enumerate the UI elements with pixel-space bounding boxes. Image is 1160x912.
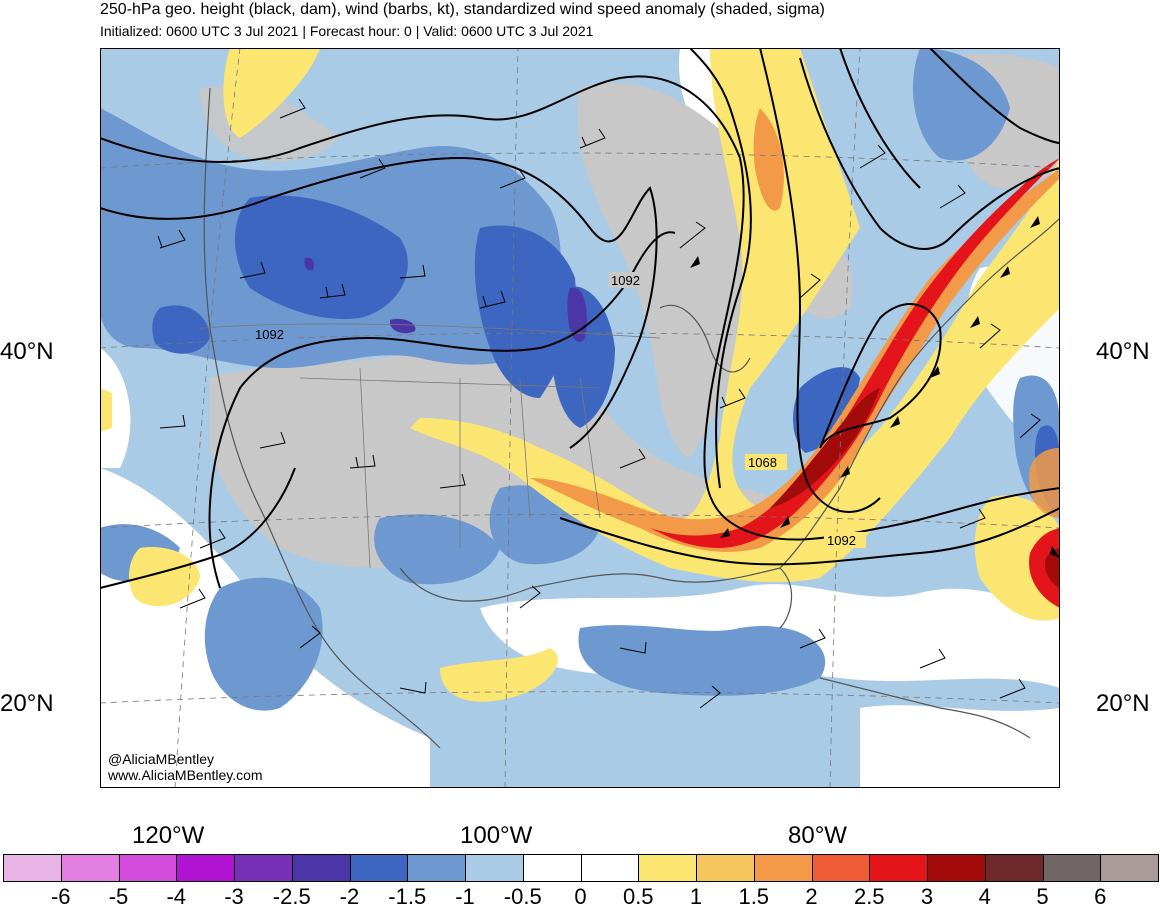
colorbar-tick-label: 1 xyxy=(689,884,703,909)
lat-label-right-40: 40°N xyxy=(1096,338,1150,365)
colorbar-swatch xyxy=(638,854,697,882)
lat-label-right-20: 20°N xyxy=(1096,690,1150,717)
colorbar-tick-label: 2.5 xyxy=(853,884,885,909)
colorbar xyxy=(3,854,1159,882)
colorbar-tick-label: 3 xyxy=(920,884,934,909)
colorbar-tick-label: -2 xyxy=(339,884,360,909)
colorbar-swatch xyxy=(753,854,813,882)
colorbar-tick-label: -0.5 xyxy=(503,884,542,909)
colorbar-swatch xyxy=(869,854,928,882)
colorbar-swatch xyxy=(407,854,466,882)
height-contours xyxy=(100,48,1060,589)
colorbar-tick-label: -3 xyxy=(224,884,244,909)
colorbar-swatch xyxy=(176,854,235,882)
colorbar-swatch xyxy=(522,854,582,882)
political-borders xyxy=(199,323,661,569)
credit-site: www.AliciaMBentley.com xyxy=(108,767,263,783)
contour-label: 1092 xyxy=(255,327,284,342)
contour-label: 1092 xyxy=(611,273,640,288)
lon-label-80w: 80°W xyxy=(788,822,847,849)
positive-anomaly-4 xyxy=(770,388,1060,588)
credit-handle: @AliciaMBentley xyxy=(108,751,215,767)
colorbar-swatch xyxy=(1100,854,1159,882)
colorbar-tick-label: -4 xyxy=(166,884,187,909)
colorbar-swatch xyxy=(118,854,178,882)
colorbar-swatch xyxy=(465,854,524,882)
colorbar-swatch xyxy=(811,854,871,882)
colorbar-swatch xyxy=(234,854,293,882)
colorbar-tick-label: 2 xyxy=(805,884,818,909)
coastlines xyxy=(203,87,1060,749)
colorbar-swatch xyxy=(984,854,1044,882)
map-frame xyxy=(100,48,1060,788)
colorbar-tick-label: 4 xyxy=(978,884,991,909)
colorbar-swatch xyxy=(3,854,62,882)
colorbar-tick-label: 1.5 xyxy=(738,884,770,909)
lat-label-left-20: 20°N xyxy=(0,690,54,717)
contour-label-group: 1092 1092 1068 1092 xyxy=(252,272,866,548)
colorbar-swatch xyxy=(580,854,640,882)
map-title: 250-hPa geo. height (black, dam), wind (… xyxy=(100,1,825,18)
colorbar-swatch xyxy=(60,854,120,882)
colorbar-swatch xyxy=(349,854,409,882)
colorbar-tick-label: 6 xyxy=(1094,884,1107,909)
lon-label-120w: 120°W xyxy=(132,822,205,849)
wind-pennants xyxy=(690,216,1060,558)
colorbar-swatch xyxy=(927,854,986,882)
lon-label-100w: 100°W xyxy=(460,822,533,849)
colorbar-tick-label: -1 xyxy=(455,884,475,909)
colorbar-swatch xyxy=(1042,854,1102,882)
colorbar-tick-label: -5 xyxy=(108,884,129,909)
positive-anomaly-2 xyxy=(530,108,1060,552)
colorbar-tick-label: 5 xyxy=(1036,884,1049,909)
colorbar-swatch xyxy=(696,854,755,882)
wind-barbs xyxy=(157,98,1041,709)
colorbar-swatch xyxy=(291,854,351,882)
lat-label-left-40: 40°N xyxy=(0,338,54,365)
weather-map: 1092 1092 1068 1092 xyxy=(100,48,1060,788)
colorbar-tick-label: -6 xyxy=(50,884,71,909)
colorbar-tick-label: -1.5 xyxy=(388,884,427,909)
map-subtitle: Initialized: 0600 UTC 3 Jul 2021 | Forec… xyxy=(100,23,594,39)
contour-label: 1092 xyxy=(827,533,856,548)
graticule xyxy=(100,48,1060,788)
negative-anomaly-2 xyxy=(152,195,1060,518)
contour-label: 1068 xyxy=(748,455,777,470)
colorbar-tick-label: 0 xyxy=(574,884,587,909)
colorbar-tick-label: -2.5 xyxy=(272,884,311,909)
colorbar-tick-label: 0.5 xyxy=(622,884,654,909)
